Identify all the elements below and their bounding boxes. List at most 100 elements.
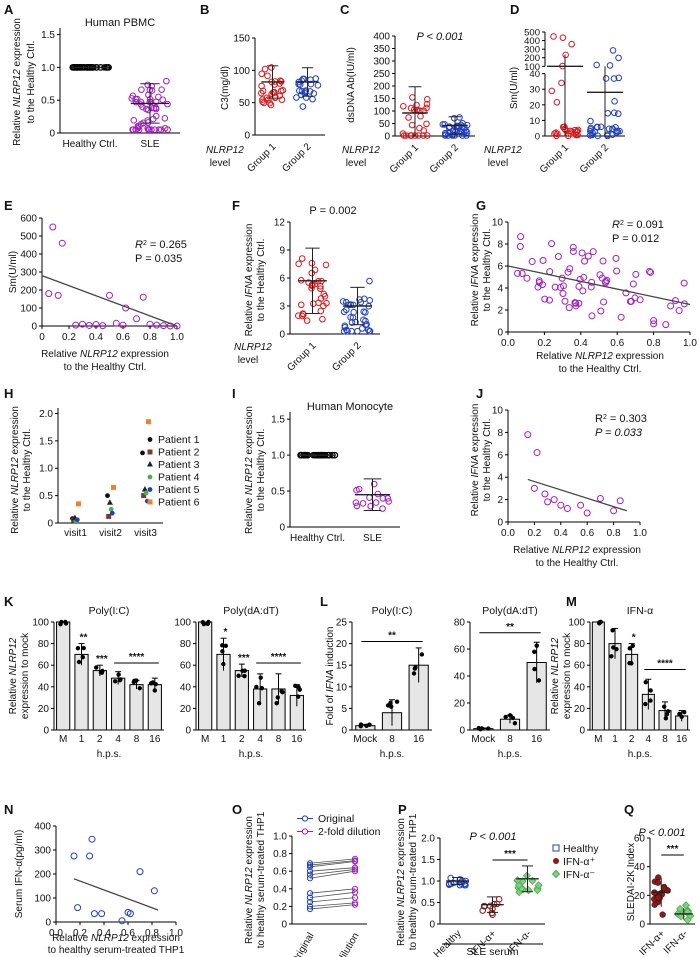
data-point [267,101,275,109]
data-point [259,685,265,691]
y-tick-label: 100 [233,66,250,77]
x-tick-label: 0.8 [607,528,621,539]
data-point [588,131,596,139]
data-point [158,86,165,93]
data-point [575,282,583,290]
legend-marker [551,869,561,879]
x-tick-label: 8 [389,734,395,745]
x-axis-label: Relative NLRP12 expression [41,349,169,360]
data-point [298,77,305,84]
chart-title: Human PBMC [85,17,155,29]
data-point [236,673,241,679]
y-tick-label: 20 [336,639,348,650]
data-point [632,270,640,278]
x-tick-label: 4 [646,734,652,745]
y-tick-label: 150 [233,34,250,45]
p-value: P = 0.002 [309,205,356,217]
data-point [366,494,373,501]
data-point [322,261,330,269]
data-point [532,666,537,672]
data-point [660,884,668,892]
data-point [442,131,450,138]
y-tick-label: 4 [497,284,503,295]
x-tick-label: 1 [612,734,618,745]
x-tick-label: 0.4 [89,332,103,343]
data-point [679,714,684,719]
data-point [58,621,63,627]
y-tick-label: 10 [492,406,504,417]
data-point [138,86,145,93]
data-point [150,887,158,895]
panel-H: 0 0.5 1.0 1.5 2.0 visit1 visit2 visit3 Patient 1… [39,408,200,539]
y-axis-label: to the Healthy Ctrl. [256,239,267,322]
data-point [136,868,144,876]
data-point [577,501,585,509]
data-point [476,725,481,731]
y-tick-label: 0.5 [271,487,285,498]
y-tick-label: 1.0 [273,832,287,843]
legend-marker [147,437,153,442]
x-tick-label: 1 [221,734,227,745]
data-point [602,277,610,285]
y-tick-label: 200 [20,286,37,297]
data-point [611,645,616,650]
data-point [636,296,644,304]
x-axis-label: to the Healthy Ctrl. [536,558,619,569]
data-point [298,312,306,320]
data-point [153,321,161,329]
data-point [602,75,610,82]
legend-label: IFN-α⁻ [563,869,595,881]
x-tick-label: M [201,734,209,745]
data-point [111,484,116,490]
y-tick-label: 9 [279,246,285,257]
data-point [279,688,284,694]
y-tick-label: 6 [497,450,503,461]
x-tick-label: 0.6 [610,338,624,349]
data-point [615,54,622,62]
data-point [340,308,348,316]
data-point [667,302,675,310]
x-tick-label: 0.8 [647,338,661,349]
x-tick-label: 8 [276,734,282,745]
x-tick-label: Group 1 [245,141,279,175]
data-point [306,868,314,875]
x-tick-label: M [594,734,602,745]
data-point [323,299,330,307]
y-tick-label: 0 [279,330,285,341]
data-point [106,499,113,505]
x-tick-label: Group 2 [578,142,612,176]
data-point [306,871,314,878]
data-point [306,860,314,867]
group-axis-label: NLRP12 [342,145,380,156]
data-point [145,126,152,134]
y-axis-label: C3(mg/dl) [220,66,231,110]
x-tick-label: 1.0 [633,528,647,539]
data-point [261,65,269,73]
data-point [354,327,361,335]
data-point [460,128,468,136]
data-point [394,699,400,704]
legend-label: Patient 1 [158,434,200,446]
data-point [116,672,121,677]
panel-letter: B [200,2,209,17]
x-tick-label: 0.8 [143,332,157,343]
x-tick-label: IFN-α+ [638,928,668,957]
data-point [319,315,326,323]
significance-mark: *** [96,654,108,665]
y-tick-label: 0 [535,132,540,143]
data-point [299,103,307,110]
data-point [312,75,320,82]
data-point [647,268,655,276]
data-point [518,270,526,278]
data-point [524,431,532,439]
data-point [106,513,112,519]
data-point [112,679,118,684]
panel-letter: J [476,386,483,401]
data-point [366,277,373,285]
legend-label: Patient 5 [158,484,200,496]
data-point [144,81,152,89]
data-point [562,51,569,59]
data-point [133,315,140,323]
data-point [254,684,259,690]
data-point [596,271,604,279]
